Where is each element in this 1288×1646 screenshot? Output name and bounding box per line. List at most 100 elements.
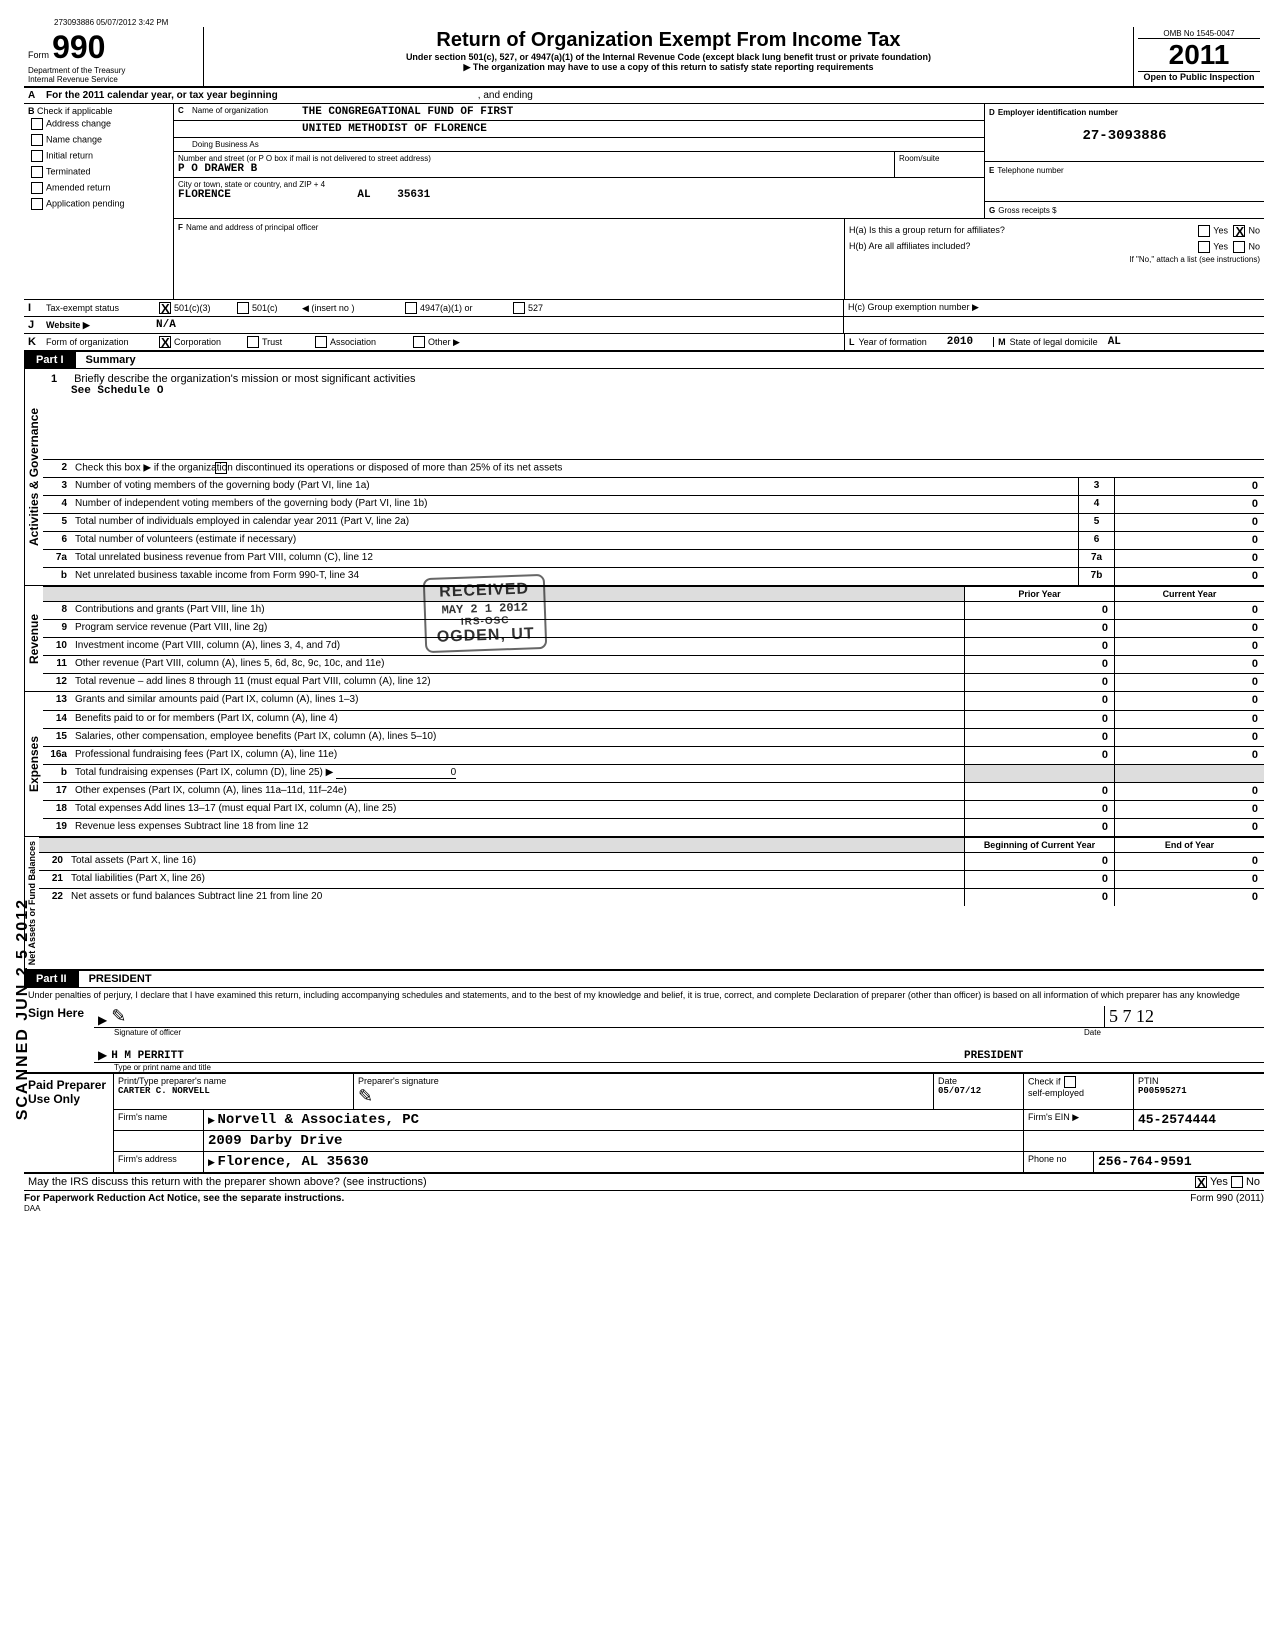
cb-other[interactable] <box>413 336 425 348</box>
part-ii-title: PRESIDENT <box>89 973 152 985</box>
num: 19 <box>43 819 71 836</box>
cb-discuss-no[interactable] <box>1231 1176 1243 1188</box>
domicile-value: AL <box>1108 336 1121 348</box>
cb-terminated[interactable] <box>31 166 43 178</box>
prior: 0 <box>964 853 1114 870</box>
cb-initial-return[interactable] <box>31 150 43 162</box>
prior: 0 <box>964 692 1114 710</box>
firm-name-label: Firm's name <box>114 1110 204 1130</box>
num: b <box>43 568 71 585</box>
dept-treasury: Department of the Treasury <box>28 66 199 75</box>
q2-text: Check this box ▶ if the organization dis… <box>71 460 1264 477</box>
label: Total number of volunteers (estimate if … <box>71 532 1078 549</box>
zip-value: 35631 <box>397 189 430 201</box>
cb-501c[interactable] <box>237 302 249 314</box>
cb-ha-yes[interactable] <box>1198 225 1210 237</box>
cb-hb-yes[interactable] <box>1198 241 1210 253</box>
phone-label: Telephone number <box>997 166 1063 175</box>
opt-527: 527 <box>528 303 543 313</box>
opt-trust: Trust <box>262 337 312 347</box>
section-activities: Activities & Governance 1 Briefly descri… <box>24 369 1264 586</box>
cb-ha-no[interactable] <box>1233 225 1245 237</box>
gross-receipts-label: Gross receipts $ <box>998 206 1056 215</box>
label: Net assets or fund balances Subtract lin… <box>67 889 964 906</box>
line-17: 17 Other expenses (Part IX, column (A), … <box>43 782 1264 800</box>
cb-trust[interactable] <box>247 336 259 348</box>
tax-year: 2011 <box>1138 39 1260 72</box>
prior: 0 <box>964 711 1114 728</box>
firm-addr1: 2009 Darby Drive <box>204 1131 1024 1151</box>
cb-hb-no[interactable] <box>1233 241 1245 253</box>
label: Revenue less expenses Subtract line 18 f… <box>71 819 964 836</box>
cb-discontinued[interactable] <box>215 462 227 474</box>
cb-527[interactable] <box>513 302 525 314</box>
current: 0 <box>1114 620 1264 637</box>
footer-row: For Paperwork Reduction Act Notice, see … <box>24 1191 1264 1204</box>
hb-no: No <box>1248 241 1260 251</box>
hb-note: If "No," attach a list (see instructions… <box>849 255 1260 264</box>
q1-answer: See Schedule O <box>71 385 1256 397</box>
line-14: 14 Benefits paid to or for members (Part… <box>43 710 1264 728</box>
current <box>1114 765 1264 782</box>
current: 0 <box>1114 747 1264 764</box>
cb-4947[interactable] <box>405 302 417 314</box>
line-4: 4 Number of independent voting members o… <box>43 495 1264 513</box>
label-b: B <box>28 106 35 116</box>
form-990-label: Form 990 (2011) <box>1190 1193 1264 1204</box>
discuss-no: No <box>1246 1176 1260 1188</box>
current: 0 <box>1114 692 1264 710</box>
cb-pending[interactable] <box>31 198 43 210</box>
ein-value: 27-3093886 <box>989 128 1260 144</box>
cb-name-change[interactable] <box>31 134 43 146</box>
date-label: Date <box>1084 1028 1244 1037</box>
line-18: 18 Total expenses Add lines 13–17 (must … <box>43 800 1264 818</box>
cb-address-change[interactable] <box>31 118 43 130</box>
opt-501c: 501(c) <box>252 303 302 313</box>
cb-self-employed[interactable] <box>1064 1076 1076 1088</box>
current: 0 <box>1114 801 1264 818</box>
box: 6 <box>1078 532 1114 549</box>
cb-corp[interactable] <box>159 336 171 348</box>
header-seq: 273093886 05/07/2012 3:42 PM <box>54 18 1264 27</box>
line-21: 21 Total liabilities (Part X, line 26) 0… <box>39 870 1264 888</box>
opt-corp: Corporation <box>174 337 244 347</box>
box-b: B Check if applicable Address change Nam… <box>24 104 174 299</box>
omb-number: OMB No 1545-0047 <box>1138 29 1260 39</box>
label-m: M <box>993 337 1010 347</box>
label-k: K <box>28 336 46 348</box>
hc-label: H(c) Group exemption number ▶ <box>844 300 1264 316</box>
ha-label: H(a) Is this a group return for affiliat… <box>849 225 1005 237</box>
num: 12 <box>43 674 71 691</box>
street-label: Number and street (or P O box if mail is… <box>178 154 890 163</box>
box-de: D Employer identification number 27-3093… <box>984 104 1264 218</box>
tax-exempt-label: Tax-exempt status <box>46 303 156 313</box>
num: b <box>43 765 71 782</box>
prior: 0 <box>964 747 1114 764</box>
cb-discuss-yes[interactable] <box>1195 1176 1207 1188</box>
box-c: C Name of organization THE CONGREGATIONA… <box>174 104 1264 299</box>
sig-date-value: 5 7 12 <box>1109 1006 1154 1026</box>
irs-label: Internal Revenue Service <box>28 75 199 84</box>
label: Net unrelated business taxable income fr… <box>71 568 1078 585</box>
row-j: J Website ▶ N/A <box>24 317 1264 334</box>
ha-yes: Yes <box>1213 225 1228 235</box>
firm-ein-value: 45-2574444 <box>1134 1110 1264 1130</box>
cb-assoc[interactable] <box>315 336 327 348</box>
num: 6 <box>43 532 71 549</box>
val: 0 <box>1114 478 1264 495</box>
line-20: 20 Total assets (Part X, line 16) 0 0 <box>39 852 1264 870</box>
label: Total fundraising expenses (Part IX, col… <box>71 765 964 782</box>
arrow-firm: ▶ <box>208 1115 215 1125</box>
box: 7b <box>1078 568 1114 585</box>
label-f: F <box>178 223 183 232</box>
discuss-text: May the IRS discuss this return with the… <box>28 1176 1192 1188</box>
num: 20 <box>39 853 67 870</box>
label-a: A <box>28 90 46 101</box>
section-revenue: Revenue Prior Year Current Year 8 Contri… <box>24 586 1264 692</box>
label: Other revenue (Part VIII, column (A), li… <box>71 656 964 673</box>
side-revenue: Revenue <box>24 586 43 691</box>
cb-501c3[interactable] <box>159 302 171 314</box>
cb-amended[interactable] <box>31 182 43 194</box>
line-8: 8 Contributions and grants (Part VIII, l… <box>43 601 1264 619</box>
lbl-initial-return: Initial return <box>46 150 93 160</box>
